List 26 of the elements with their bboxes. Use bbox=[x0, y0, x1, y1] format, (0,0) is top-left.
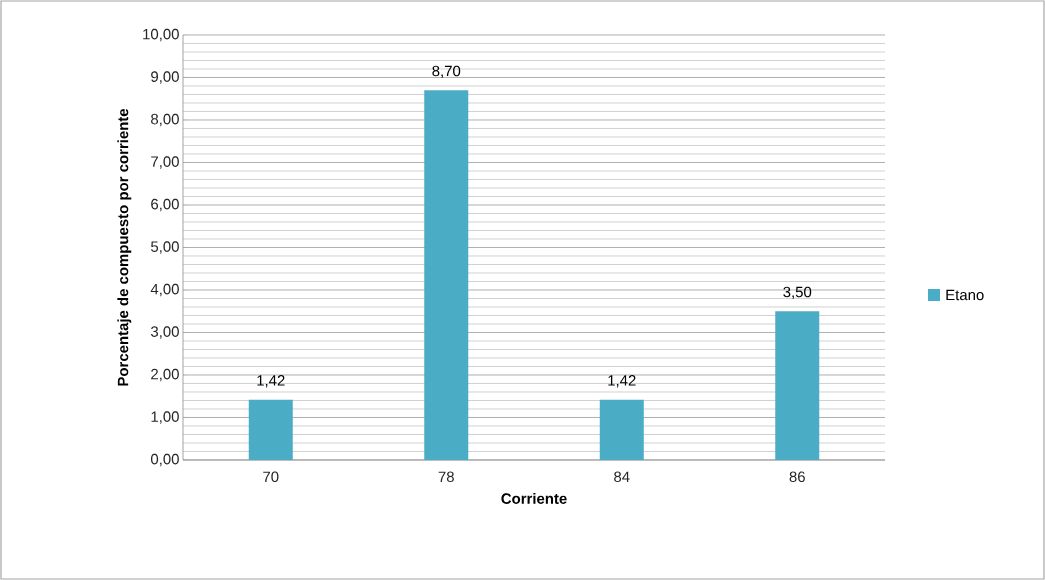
data-label: 3,50 bbox=[783, 286, 812, 300]
x-tick-label: 70 bbox=[263, 471, 279, 483]
legend-label: Etano bbox=[946, 289, 984, 301]
x-tick-label: 84 bbox=[614, 471, 630, 483]
y-tick-label: 2,00 bbox=[151, 368, 179, 382]
data-label: 1,42 bbox=[608, 375, 636, 388]
data-label: 8,70 bbox=[432, 65, 461, 79]
bar bbox=[775, 311, 820, 460]
y-tick-label: 4,00 bbox=[150, 283, 179, 297]
bar bbox=[599, 399, 644, 460]
bar bbox=[424, 90, 469, 460]
y-tick-label: 7,00 bbox=[151, 156, 179, 169]
y-tick-label: 6,00 bbox=[151, 198, 179, 212]
data-label: 1,42 bbox=[257, 375, 285, 388]
y-axis-title: Porcentaje de compuesto por corriente bbox=[117, 108, 132, 386]
x-axis-title: Corriente bbox=[501, 492, 567, 504]
x-tick-label: 78 bbox=[438, 471, 454, 483]
y-tick-label: 10,00 bbox=[143, 28, 179, 42]
y-tick-label: 5,00 bbox=[151, 241, 179, 254]
y-tick-label: 0,00 bbox=[150, 453, 179, 467]
y-tick-label: 8,00 bbox=[151, 113, 179, 127]
y-tick-label: 3,00 bbox=[150, 326, 179, 339]
x-tick-label: 86 bbox=[789, 471, 805, 483]
bar bbox=[248, 399, 293, 460]
y-tick-label: 1,00 bbox=[151, 411, 179, 424]
y-tick-label: 9,00 bbox=[151, 71, 179, 84]
